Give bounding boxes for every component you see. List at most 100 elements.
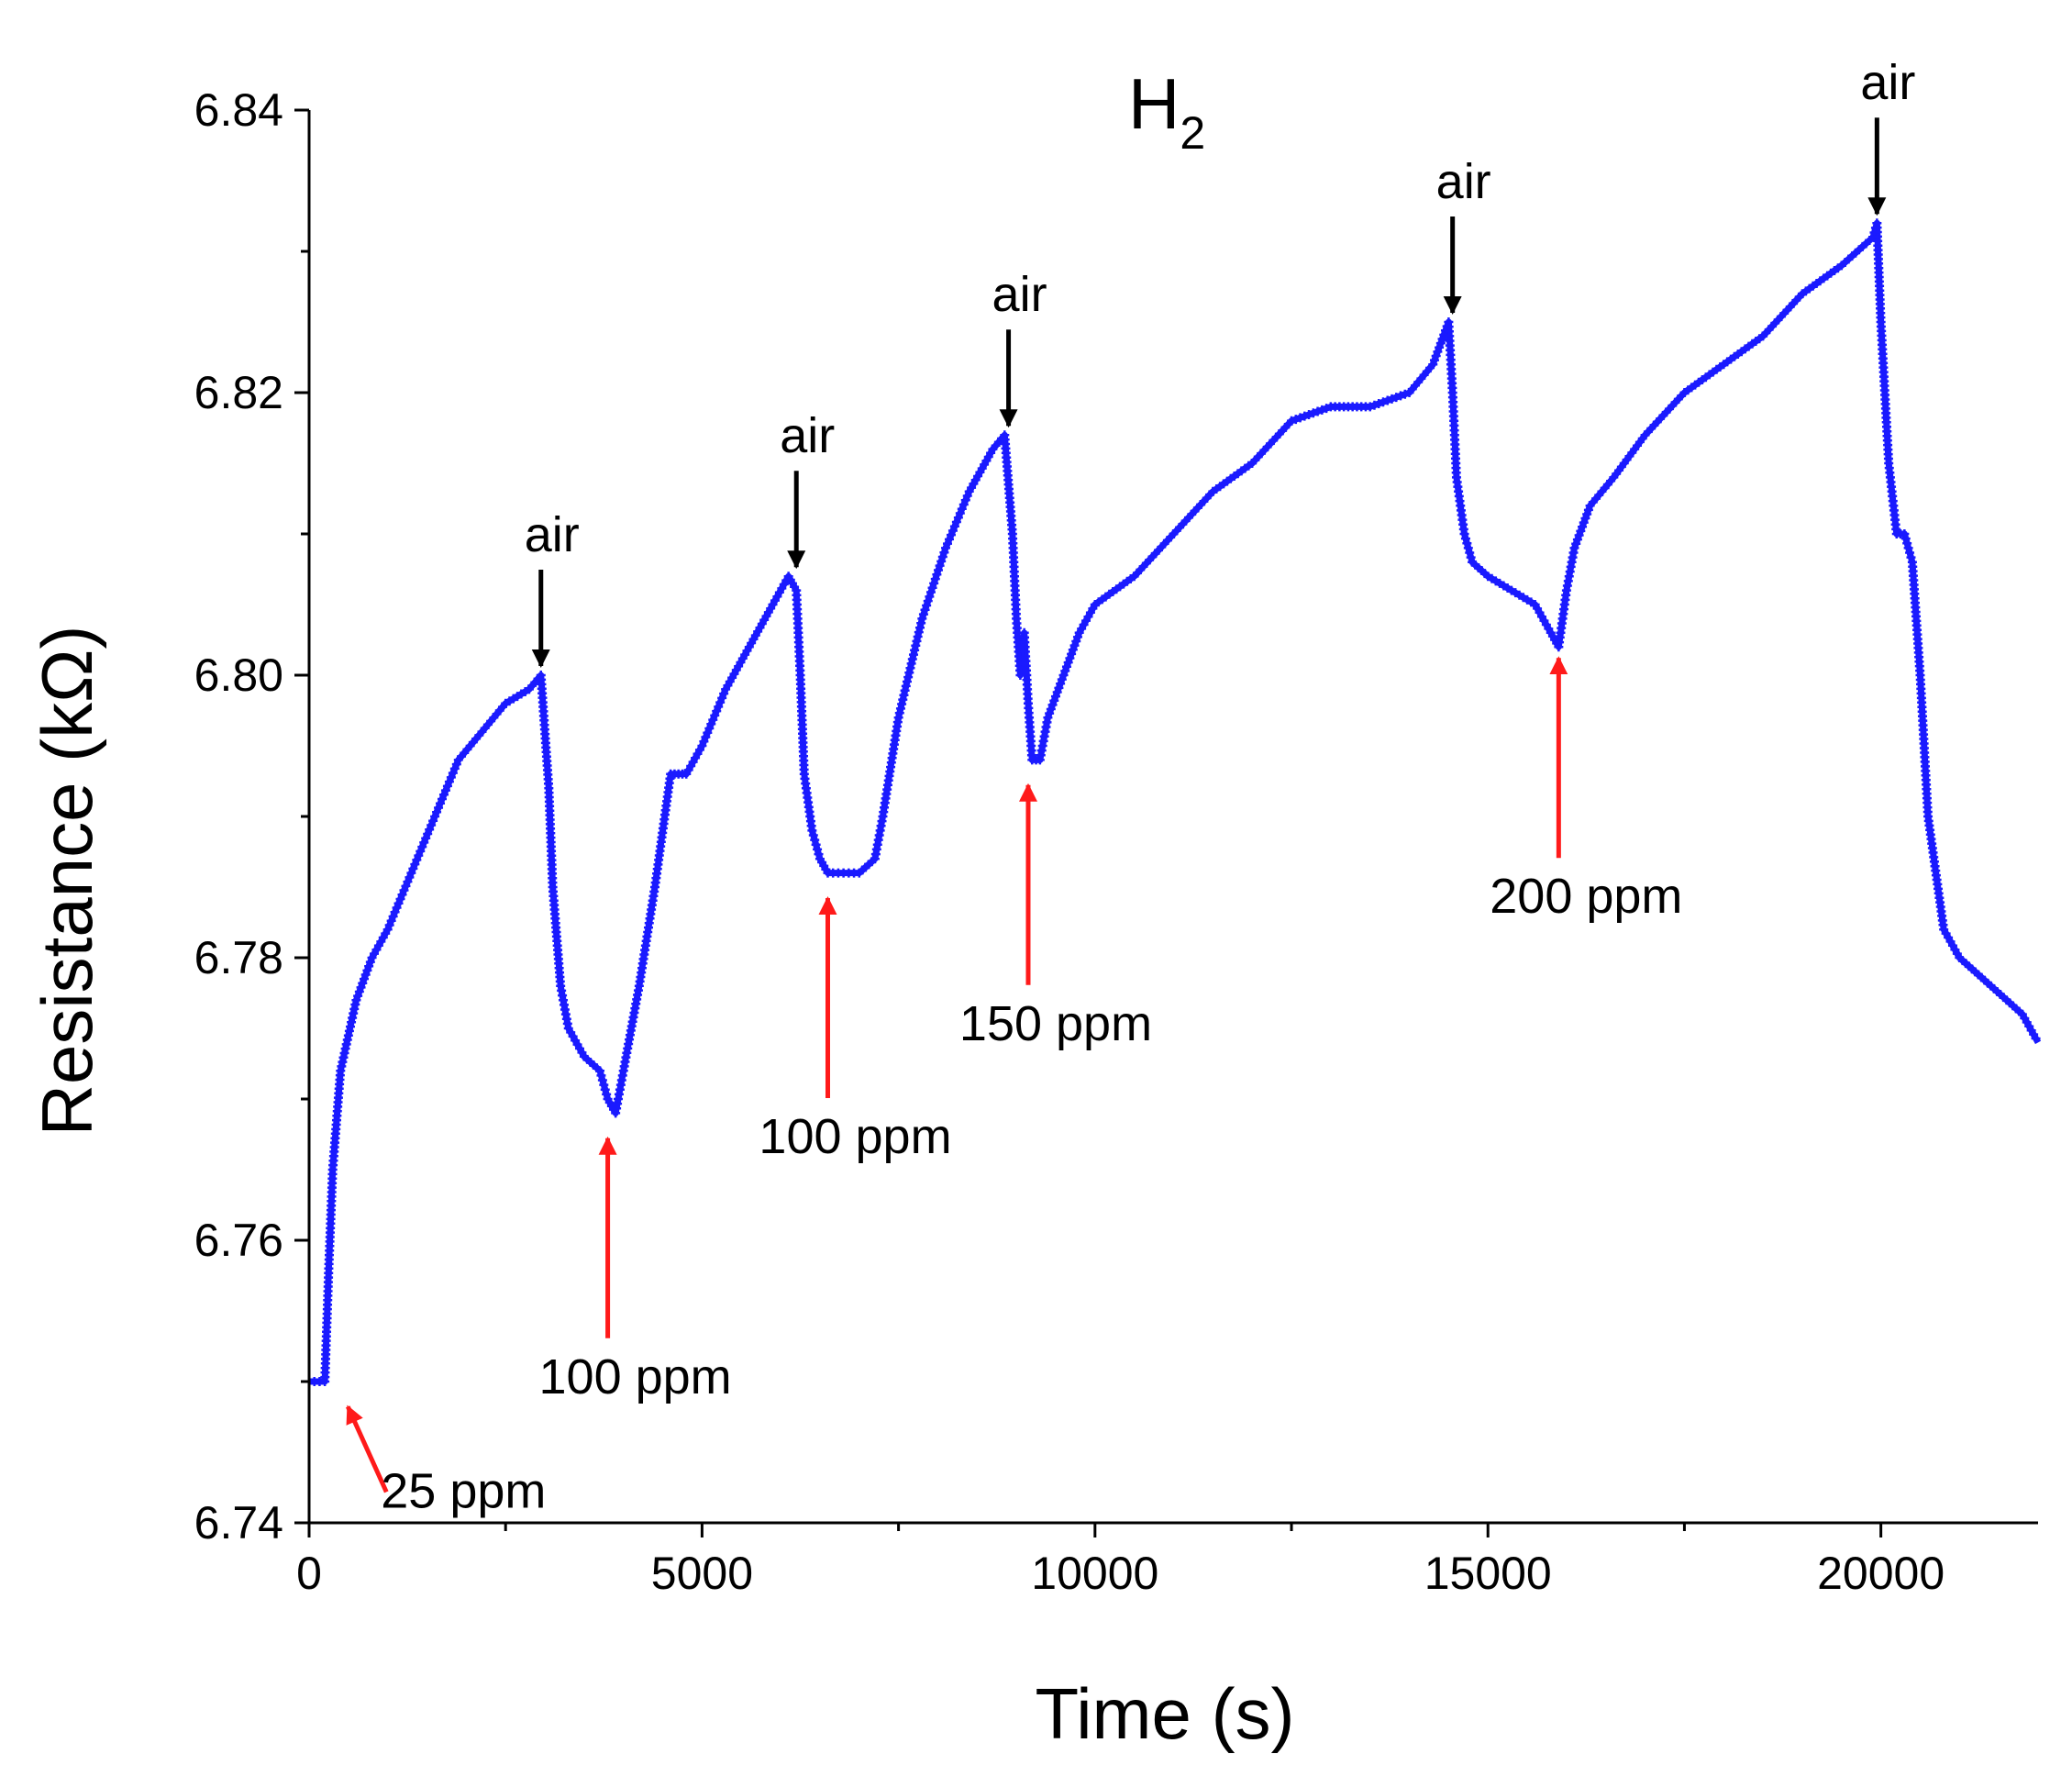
data-point-marker	[444, 777, 454, 787]
data-series-line	[309, 219, 2042, 1385]
data-point-marker	[951, 516, 961, 527]
data-point-marker	[936, 556, 947, 566]
data-point-marker	[595, 1066, 605, 1076]
data-point-marker	[1067, 649, 1077, 659]
concentration-label: 100 ppm	[539, 1349, 732, 1404]
data-point-marker	[1061, 661, 1071, 672]
data-point-marker	[1317, 405, 1327, 415]
data-point-marker	[417, 842, 427, 852]
data-point-marker	[1900, 529, 1910, 538]
data-point-marker	[434, 803, 444, 813]
data-point-marker	[1572, 535, 1582, 545]
data-point-marker	[1582, 509, 1592, 519]
data-point-marker	[356, 982, 366, 993]
data-point-marker	[939, 548, 949, 558]
data-point-marker	[427, 820, 437, 830]
data-point-marker	[1369, 400, 1379, 410]
data-point-marker	[929, 578, 939, 588]
y-axis-title: Resistance (kΩ)	[27, 626, 107, 1137]
data-point-marker	[364, 961, 374, 971]
data-point-marker	[1571, 538, 1581, 549]
data-point-marker	[1308, 408, 1318, 418]
data-point-marker	[451, 760, 461, 770]
data-point-marker	[941, 543, 951, 553]
data-point-marker	[1439, 329, 1449, 339]
data-point-marker	[410, 860, 420, 870]
data-point-marker	[428, 816, 438, 826]
x-axis-title: Time (s)	[1035, 1673, 1294, 1754]
data-point-marker	[1046, 704, 1056, 714]
data-point-marker	[920, 605, 930, 615]
data-point-marker	[365, 957, 375, 967]
data-point-marker	[1063, 658, 1073, 668]
data-point-marker	[927, 583, 937, 593]
data-point-marker	[353, 991, 363, 1001]
data-point-marker	[1050, 692, 1060, 702]
data-point-marker	[360, 970, 371, 980]
data-point-marker	[602, 1089, 612, 1099]
data-point-marker	[401, 881, 411, 891]
data-point-marker	[1583, 505, 1593, 515]
data-point-marker	[403, 877, 413, 887]
concentration-label: 150 ppm	[959, 996, 1152, 1051]
data-point-marker	[1054, 683, 1064, 693]
data-point-marker	[810, 835, 820, 845]
data-point-marker	[953, 513, 963, 523]
air-label: air	[525, 507, 580, 562]
air-label: air	[780, 408, 835, 463]
data-point-marker	[596, 1071, 606, 1081]
data-point-marker	[421, 833, 431, 843]
data-point-marker	[1378, 397, 1388, 407]
data-point-marker	[438, 794, 447, 805]
data-point-marker	[446, 772, 456, 783]
data-point-marker	[935, 561, 945, 571]
data-point-marker	[1578, 522, 1588, 532]
data-point-marker	[932, 570, 942, 580]
x-tick-label: 10000	[1031, 1548, 1158, 1599]
data-point-marker	[393, 898, 404, 908]
data-point-marker	[358, 978, 368, 988]
data-point-marker	[1400, 389, 1410, 399]
data-point-marker	[1466, 552, 1476, 562]
data-point-marker	[1435, 342, 1445, 352]
concentration-arrow	[345, 1404, 389, 1493]
y-tick-label: 6.82	[194, 367, 283, 418]
concentration-label: 200 ppm	[1490, 869, 1682, 924]
data-point-marker	[359, 974, 369, 984]
x-tick-label: 20000	[1817, 1548, 1945, 1599]
data-point-marker	[703, 727, 713, 738]
axes: 6.74 6.76 6.78 6.80 6.82 6.84 0 5000 10000 15000 2…	[194, 84, 2038, 1599]
data-point-marker	[1071, 637, 1081, 647]
data-point-marker	[438, 790, 449, 800]
data-point-marker	[712, 706, 722, 716]
data-point-marker	[2031, 1034, 2041, 1043]
data-point-marker	[943, 538, 952, 549]
data-point-marker	[923, 596, 933, 606]
data-point-marker	[448, 768, 458, 778]
data-point-marker	[1902, 538, 1912, 549]
data-point-marker	[1287, 416, 1297, 426]
data-point-marker	[1465, 548, 1475, 558]
data-point-marker	[1322, 404, 1332, 414]
data-point-marker	[1576, 526, 1586, 536]
data-point-marker	[717, 693, 727, 703]
annotations: air air air air air 25 ppm 100 ppm 100 ppm 150 p…	[345, 55, 1915, 1518]
concentration-label: 25 ppm	[381, 1463, 546, 1518]
data-point-marker	[918, 609, 928, 619]
data-point-marker	[395, 894, 405, 905]
chart-title: H2	[1128, 63, 1205, 159]
data-point-marker	[962, 491, 972, 501]
data-point-marker	[949, 521, 959, 531]
data-point-marker	[925, 592, 935, 602]
data-point-marker	[1300, 411, 1310, 421]
data-point-marker	[1435, 339, 1446, 349]
data-point-marker	[351, 995, 361, 1005]
data-point-marker	[1433, 347, 1443, 357]
data-point-marker	[600, 1084, 610, 1094]
data-point-marker	[419, 838, 429, 848]
data-point-marker	[597, 1075, 607, 1085]
data-point-marker	[1060, 666, 1070, 676]
data-point-marker	[708, 715, 718, 725]
data-point-marker	[1291, 415, 1301, 425]
data-point-marker	[808, 830, 818, 840]
